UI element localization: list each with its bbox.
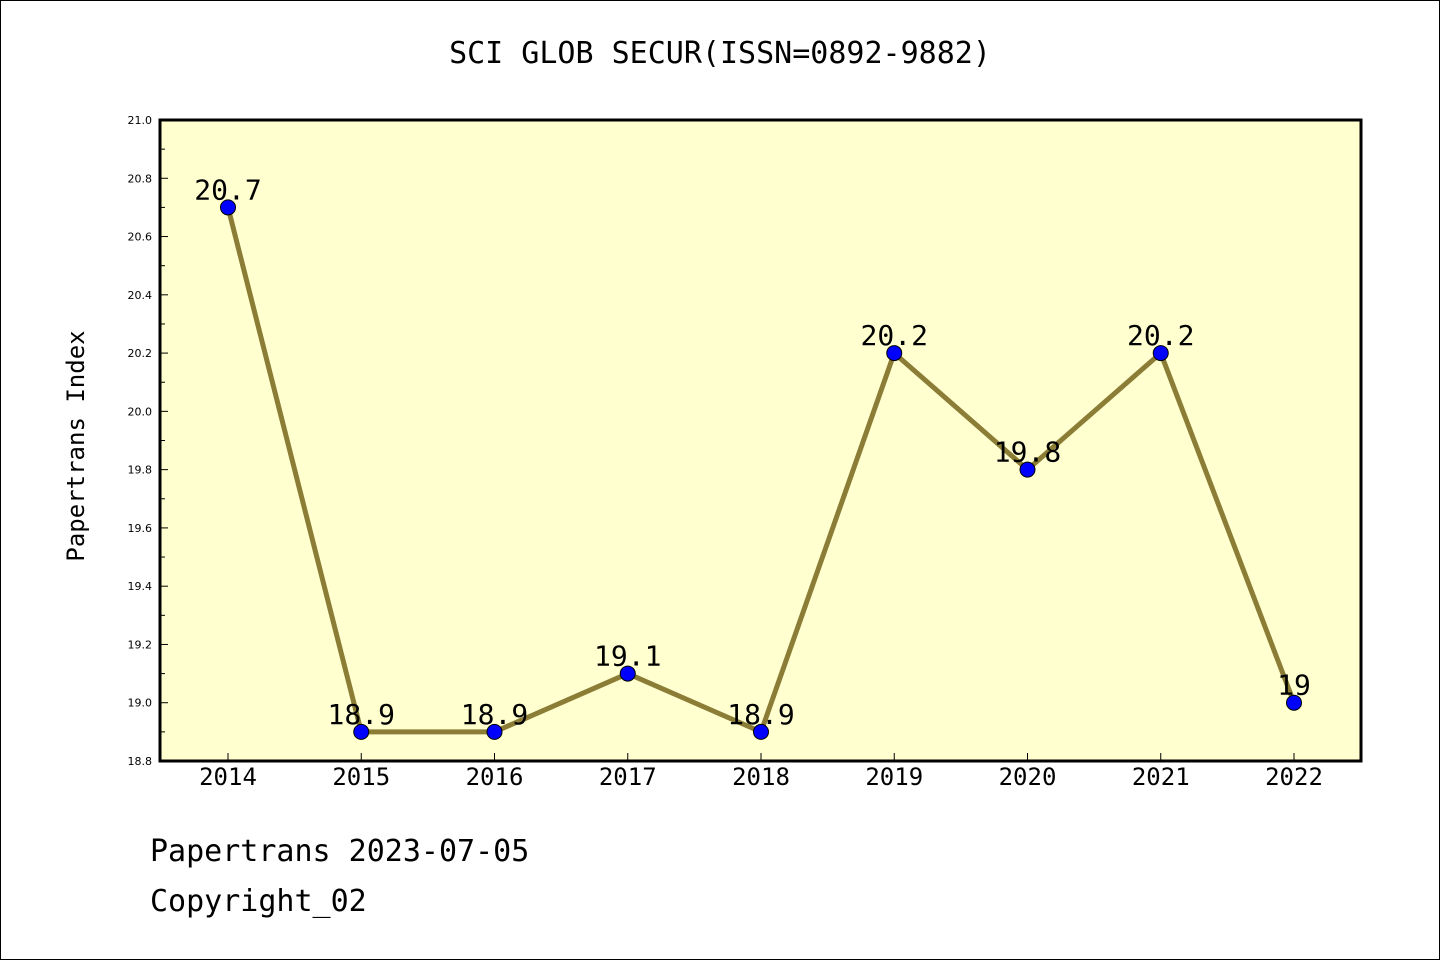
x-tick-label: 2022: [1265, 763, 1323, 791]
plot-area: [160, 120, 1361, 761]
y-tick-label: 19.2: [128, 638, 153, 651]
footer-copyright: Copyright_02: [150, 884, 367, 919]
data-point-label: 19: [1277, 669, 1311, 702]
data-point-marker: [1152, 345, 1169, 362]
data-labels: 20.7 18.9 18.9 19.1 18.9 20.2 19.8 20.2 19: [194, 173, 1311, 730]
footer-date: Papertrans 2023-07-05: [150, 834, 530, 869]
x-tick-label: 2015: [332, 763, 390, 791]
data-point-marker: [753, 723, 769, 740]
x-tick-label: 2021: [1132, 763, 1190, 791]
x-tick-label: 2020: [999, 763, 1057, 791]
y-tick-label: 20.2: [128, 347, 153, 360]
data-point-label: 20.7: [194, 173, 261, 206]
data-point-marker: [353, 723, 370, 740]
data-point-label: 18.9: [727, 698, 794, 731]
y-tick-label: 19.0: [128, 697, 153, 710]
y-tick-label: 19.4: [128, 580, 153, 593]
chart-title: SCI GLOB SECUR(ISSN=0892-9882): [449, 36, 991, 71]
y-tick-label: 20.6: [128, 231, 153, 244]
data-markers: [220, 199, 1302, 740]
data-point-marker: [1286, 694, 1302, 711]
data-point-label: 19.8: [994, 436, 1061, 469]
y-tick-label: 19.8: [128, 464, 153, 477]
data-point-marker: [1019, 461, 1036, 478]
data-point-marker: [619, 665, 636, 682]
y-tick-label: 21.0: [128, 114, 153, 127]
y-tick-label: 18.8: [128, 755, 153, 768]
x-tick-label: 2017: [599, 763, 657, 791]
y-tick-label: 20.8: [128, 172, 153, 185]
data-point-label: 18.9: [461, 698, 528, 731]
y-tick-label: 20.4: [128, 289, 153, 302]
x-tick-label: 2018: [732, 763, 790, 791]
x-axis: 2014 2015 2016 2017 2018 2019 2020 2021 2022: [199, 753, 1323, 791]
data-point-marker: [220, 199, 236, 216]
x-tick-label: 2014: [199, 763, 257, 791]
y-tick-label: 20.0: [128, 405, 153, 418]
data-point-label: 20.2: [1127, 319, 1194, 352]
data-point-marker: [486, 723, 503, 740]
y-tick-label: 19.6: [128, 522, 153, 535]
x-tick-label: 2019: [865, 763, 923, 791]
x-tick-label: 2016: [466, 763, 524, 791]
data-point-label: 19.1: [594, 640, 661, 673]
data-point-label: 20.2: [861, 319, 928, 352]
plot-border: [158, 118, 1363, 763]
data-point-label: 18.9: [328, 698, 395, 731]
y-axis: 18.8 19.0 19.2 19.4 19.6 19.8 20.0 20.2 20.4 20.6…: [128, 114, 168, 768]
data-point-marker: [886, 345, 903, 362]
